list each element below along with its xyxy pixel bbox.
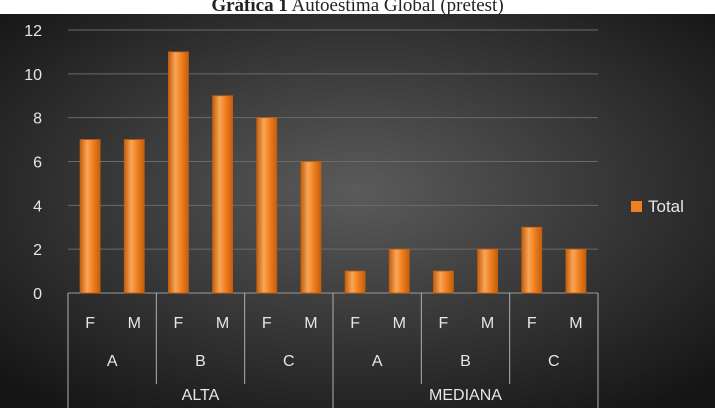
x-supergroup-label: ALTA: [182, 387, 220, 404]
bar: [168, 51, 189, 294]
x-tick-label: M: [128, 315, 141, 332]
y-tick-label: 2: [33, 242, 42, 259]
bar-chart: 0 2 4 6 8 10 12 F M F M F M F M F M F M A B C A B C ALTA MEDIANA To…: [0, 14, 715, 408]
x-group-label: B: [460, 353, 471, 370]
x-group-label: C: [548, 353, 560, 370]
chart-background: [0, 14, 715, 408]
y-tick-label: 12: [24, 23, 42, 40]
x-tick-label: M: [481, 315, 494, 332]
y-tick-label: 6: [33, 155, 42, 172]
bar: [477, 248, 498, 294]
x-tick-label: M: [304, 315, 317, 332]
x-tick-label: F: [439, 315, 449, 332]
y-tick-label: 4: [33, 198, 42, 215]
x-tick-label: F: [85, 315, 95, 332]
bar: [565, 248, 587, 294]
x-group-label: B: [195, 353, 206, 370]
y-tick-label: 10: [24, 67, 42, 84]
x-tick-label: M: [569, 315, 582, 332]
y-tick-label: 0: [33, 286, 42, 303]
bar: [256, 117, 278, 294]
x-tick-label: F: [262, 315, 272, 332]
x-tick-label: F: [527, 315, 537, 332]
x-tick-label: M: [393, 315, 406, 332]
bar: [300, 161, 322, 294]
bar: [79, 139, 101, 294]
legend-swatch: [631, 201, 642, 212]
chart-title-bold: Gráfica 1: [211, 0, 288, 16]
x-tick-label: M: [216, 315, 229, 332]
x-group-label: C: [283, 353, 295, 370]
bar: [388, 248, 410, 294]
bar: [521, 226, 543, 294]
x-tick-label: F: [350, 315, 360, 332]
chart-title: Gráfica 1 Autoestima Global (pretest): [0, 0, 715, 16]
bar: [212, 95, 233, 294]
bar: [344, 270, 366, 294]
bar: [433, 270, 454, 294]
x-tick-label: F: [174, 315, 184, 332]
x-group-label: A: [107, 353, 118, 370]
bar: [123, 139, 145, 294]
legend-label: Total: [648, 197, 684, 216]
y-tick-label: 8: [33, 111, 42, 128]
x-supergroup-label: MEDIANA: [429, 387, 502, 404]
chart-title-rest: Autoestima Global (pretest): [287, 0, 504, 16]
x-group-label: A: [372, 353, 383, 370]
